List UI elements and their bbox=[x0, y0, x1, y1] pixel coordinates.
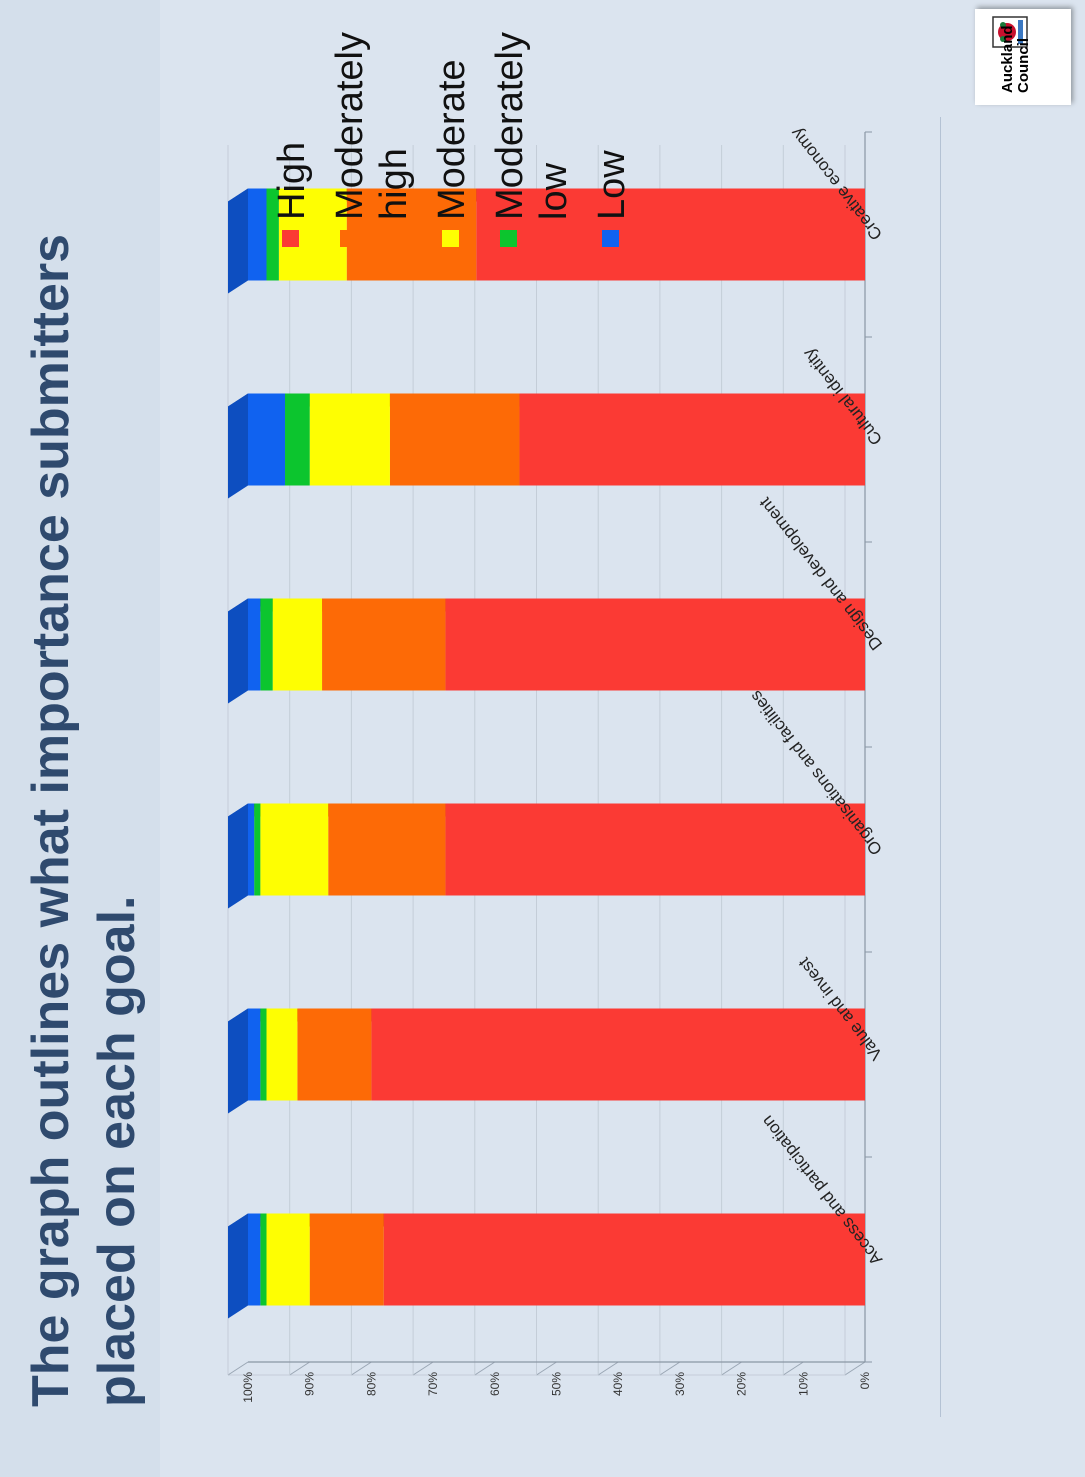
bar-segment-moderately-high bbox=[322, 598, 446, 691]
gridline-depth bbox=[412, 1361, 434, 1376]
bar-segment-low bbox=[248, 598, 261, 691]
y-tick-label: 10% bbox=[796, 1372, 810, 1396]
bar-segment-moderately-low bbox=[254, 803, 261, 896]
legend-label: Low bbox=[591, 150, 633, 220]
y-tick-label: 0% bbox=[858, 1372, 872, 1390]
bar-segment-low bbox=[248, 1213, 261, 1306]
bar-segment-high bbox=[519, 393, 865, 486]
legend-swatch bbox=[500, 230, 517, 247]
bar-top bbox=[228, 1213, 248, 1319]
auckland-council-logo bbox=[975, 9, 1071, 105]
bar-segment-moderately-low bbox=[266, 188, 279, 281]
legend-item: High bbox=[270, 17, 314, 247]
gridline-depth bbox=[227, 1361, 249, 1376]
bar-segment-low bbox=[248, 803, 255, 896]
legend-item: Moderately low bbox=[488, 17, 576, 247]
legend-swatch bbox=[340, 230, 357, 247]
pohutukawa-icon bbox=[992, 16, 1028, 48]
legend-label: Moderate bbox=[431, 59, 473, 220]
legend-label: Moderately high bbox=[329, 32, 415, 220]
bar-segment-moderately-low bbox=[260, 1213, 267, 1306]
bar-segment-moderate bbox=[272, 598, 323, 691]
bar-segment-high bbox=[445, 803, 865, 896]
bar-segment-high bbox=[445, 598, 865, 691]
bar-segment-moderately-high bbox=[328, 803, 446, 896]
divider bbox=[940, 117, 941, 1417]
gridline-depth bbox=[289, 1361, 310, 1376]
legend-label: High bbox=[271, 141, 313, 220]
bar-top bbox=[228, 393, 248, 499]
bar-segment-moderately-high bbox=[346, 188, 477, 281]
legend-label: Moderately low bbox=[489, 32, 575, 220]
bar-segment-high bbox=[476, 188, 865, 281]
legend: High Moderately high Moderate Moderately lo… bbox=[270, 17, 648, 247]
gridline-depth bbox=[474, 1361, 496, 1376]
y-tick-label: 50% bbox=[550, 1372, 564, 1396]
gridline-depth bbox=[351, 1361, 372, 1376]
logo-text: Auckland Council bbox=[999, 25, 1032, 93]
bar-segment-moderate bbox=[278, 188, 347, 281]
y-tick-label: 40% bbox=[611, 1372, 625, 1396]
y-tick-label: 70% bbox=[426, 1372, 440, 1396]
bar-segment-low bbox=[248, 1008, 261, 1101]
bar-segment-moderately-high bbox=[297, 1008, 372, 1101]
gridline-depth bbox=[844, 1361, 866, 1376]
legend-item: Moderately high bbox=[328, 17, 416, 247]
bar-segment-moderate bbox=[266, 1213, 310, 1306]
bar-segment-moderately-low bbox=[285, 393, 310, 486]
bar-segment-moderately-low bbox=[260, 598, 273, 691]
bar-top bbox=[228, 188, 248, 294]
legend-item: Moderate bbox=[430, 17, 474, 247]
bar-segment-moderately-high bbox=[389, 393, 520, 486]
bar-segment-moderate bbox=[266, 1008, 298, 1101]
y-tick-label: 100% bbox=[241, 1372, 255, 1403]
bar-segment-moderately-low bbox=[260, 1008, 267, 1101]
gridline-depth bbox=[783, 1361, 804, 1376]
gridline-depth bbox=[597, 1361, 619, 1376]
bar-segment-moderately-high bbox=[309, 1213, 384, 1306]
bar-segment-low bbox=[248, 188, 267, 281]
legend-swatch bbox=[282, 230, 299, 247]
legend-swatch bbox=[442, 230, 459, 247]
bar-segment-low bbox=[248, 393, 286, 486]
bar-segment-high bbox=[383, 1213, 865, 1306]
gridline-depth bbox=[536, 1361, 557, 1376]
bar-top bbox=[228, 598, 248, 704]
bar-segment-moderate bbox=[309, 393, 390, 486]
bar-segment-moderate bbox=[260, 803, 329, 896]
y-tick-label: 20% bbox=[735, 1372, 749, 1396]
y-tick-label: 30% bbox=[673, 1372, 687, 1396]
legend-item: Low bbox=[590, 17, 634, 247]
y-tick-label: 60% bbox=[488, 1372, 502, 1396]
bar-top bbox=[228, 803, 248, 909]
legend-swatch bbox=[602, 230, 619, 247]
bar-segment-high bbox=[371, 1008, 865, 1101]
y-tick-label: 80% bbox=[364, 1372, 378, 1396]
gridline-depth bbox=[721, 1361, 742, 1376]
y-tick-label: 90% bbox=[303, 1372, 317, 1396]
gridline-depth bbox=[659, 1361, 681, 1376]
bar-top bbox=[228, 1008, 248, 1114]
